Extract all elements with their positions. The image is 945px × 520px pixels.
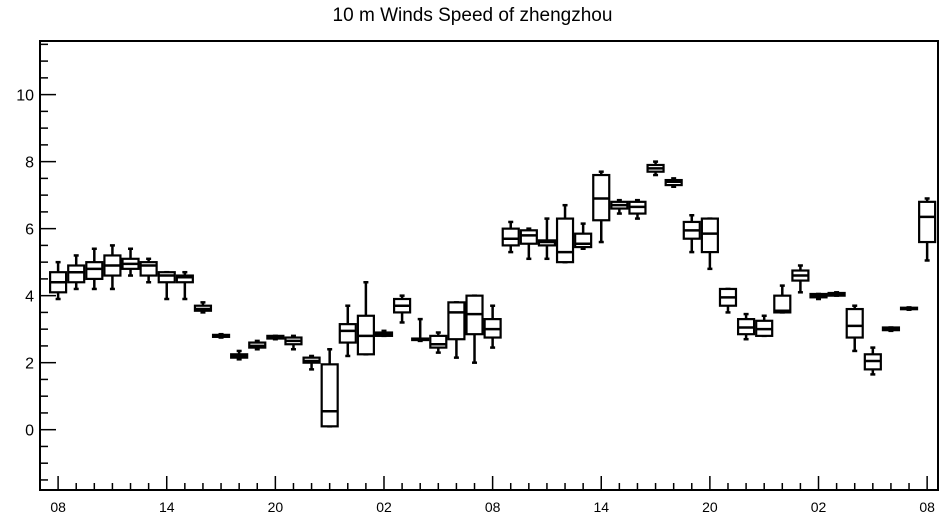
- x-tick-label: 14: [159, 499, 175, 515]
- box-whisker: [773, 284, 792, 314]
- y-tick-label: 4: [25, 289, 34, 306]
- box-whisker: [139, 257, 158, 284]
- box-whisker: [338, 304, 357, 358]
- box-whisker: [49, 260, 68, 301]
- box-whisker: [827, 291, 846, 297]
- box-whisker: [628, 198, 647, 220]
- box-whisker: [736, 312, 756, 341]
- box-whisker: [610, 198, 629, 215]
- box-whisker: [863, 346, 882, 376]
- box-iqr: [157, 271, 176, 284]
- x-tick-label: 08: [919, 499, 935, 515]
- box-whisker: [918, 197, 937, 262]
- box-iqr: [574, 232, 593, 249]
- chart-title: 10 m Winds Speed of zhengzhou: [332, 5, 613, 26]
- box-whisker: [809, 292, 828, 301]
- box-whisker: [67, 254, 86, 291]
- box-whisker: [103, 244, 122, 291]
- box-whisker: [284, 334, 303, 351]
- box-iqr: [519, 229, 538, 245]
- box-whisker: [718, 287, 738, 314]
- box-whisker: [411, 317, 430, 343]
- box-whisker: [230, 349, 249, 361]
- box-whisker: [193, 301, 213, 314]
- box-iqr: [139, 261, 158, 277]
- x-tick-label: 20: [268, 499, 284, 515]
- box-whisker: [211, 332, 231, 339]
- box-iqr: [845, 307, 864, 339]
- box-whisker: [266, 334, 285, 341]
- box-whisker: [447, 301, 466, 359]
- box-iqr: [555, 217, 575, 264]
- box-whisker: [555, 203, 575, 264]
- x-axis: 08 14 20 02 08 14 20 02 08: [50, 476, 935, 515]
- box-whisker: [700, 217, 719, 271]
- box-whisker: [646, 160, 665, 177]
- box-whisker: [175, 270, 194, 301]
- box-whisker: [519, 227, 538, 261]
- plot-frame: [39, 40, 939, 491]
- box-whisker: [320, 348, 339, 428]
- box-whisker: [664, 177, 683, 189]
- y-tick-label: 2: [25, 356, 34, 373]
- box-iqr: [175, 274, 194, 284]
- box-whisker: [85, 247, 104, 291]
- box-iqr: [320, 363, 339, 428]
- x-tick-label: 02: [376, 499, 392, 515]
- box-whisker: [429, 331, 448, 354]
- box-iqr: [918, 200, 937, 244]
- y-axis: 0 2 4 6 8 10: [16, 43, 56, 481]
- y-tick-label: 0: [25, 423, 34, 440]
- box-whisker: [483, 304, 502, 349]
- box-iqr: [773, 294, 792, 314]
- box-whisker: [845, 304, 864, 353]
- x-tick-label: 08: [50, 499, 66, 515]
- box-iqr: [67, 264, 86, 284]
- box-whisker: [899, 306, 919, 311]
- box-whisker: [501, 220, 520, 254]
- box-whisker: [592, 170, 611, 244]
- box-whisker: [121, 247, 140, 277]
- x-tick-label: 02: [811, 499, 827, 515]
- box-iqr: [700, 217, 719, 254]
- x-tick-label: 08: [485, 499, 501, 515]
- box-iqr: [85, 261, 104, 281]
- x-tick-label: 20: [702, 499, 718, 515]
- box-whisker: [356, 281, 375, 356]
- box-iqr: [501, 227, 520, 247]
- box-whisker: [682, 213, 701, 254]
- box-whisker: [465, 294, 484, 364]
- y-tick-label: 10: [16, 88, 34, 105]
- box-whisker: [881, 326, 901, 333]
- box-whisker: [302, 354, 321, 371]
- box-series: [49, 160, 937, 428]
- y-tick-label: 6: [25, 222, 34, 239]
- box-whisker: [755, 314, 774, 338]
- box-whisker: [248, 339, 267, 351]
- box-whisker: [537, 217, 557, 261]
- box-whisker: [157, 270, 176, 301]
- box-whisker: [791, 264, 810, 294]
- x-tick-label: 14: [593, 499, 609, 515]
- y-tick-label: 8: [25, 155, 34, 172]
- box-iqr: [429, 334, 448, 349]
- box-iqr: [447, 301, 466, 341]
- box-whisker: [374, 329, 394, 338]
- box-iqr: [338, 323, 357, 344]
- box-whisker: [574, 222, 593, 250]
- box-whisker: [392, 294, 412, 324]
